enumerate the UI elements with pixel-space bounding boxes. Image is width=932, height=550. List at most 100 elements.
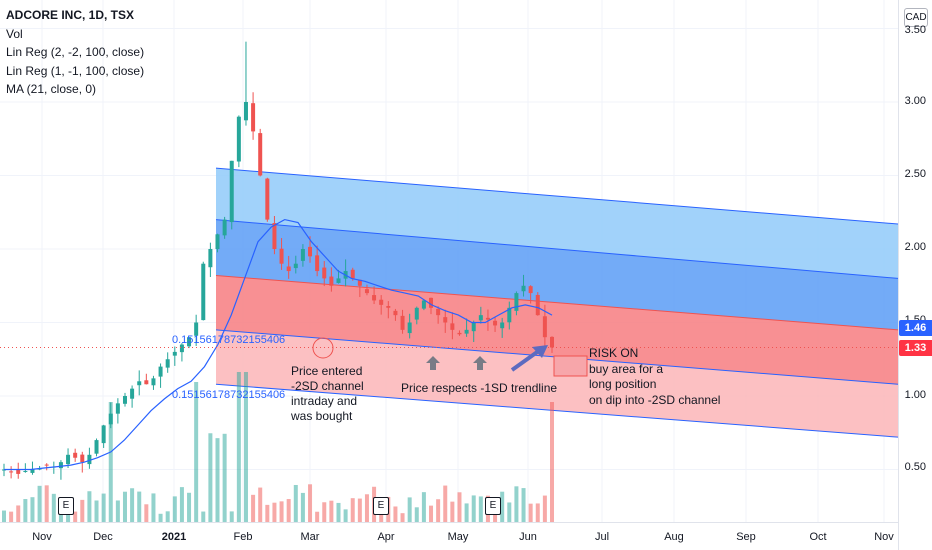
volume-bar	[229, 511, 234, 522]
candle-body	[172, 351, 177, 356]
price-axis-border	[898, 0, 899, 550]
volume-bar	[450, 501, 455, 522]
candle-body	[315, 255, 320, 272]
candle-body	[436, 308, 441, 316]
candle-body	[421, 300, 426, 309]
volume-bar	[151, 493, 156, 522]
volume-bar	[30, 497, 35, 522]
channel-line-lower2	[215, 383, 899, 438]
candle-body	[94, 440, 99, 454]
candle-body	[471, 322, 476, 332]
volume-bar	[464, 503, 469, 522]
candle-body	[66, 454, 71, 465]
candle-body	[322, 267, 327, 279]
legend-ma[interactable]: MA (21, close, 0)	[6, 82, 97, 96]
candle-body	[443, 317, 448, 323]
y-tick: 2.50	[904, 168, 926, 180]
candles	[2, 41, 554, 480]
candle-body	[372, 295, 377, 301]
x-tick: Dec	[93, 531, 113, 543]
candle-body	[514, 293, 519, 311]
volume-bar	[286, 499, 291, 522]
candle-body	[201, 263, 206, 321]
candle-body	[464, 329, 469, 334]
candle-body	[30, 469, 35, 473]
volume-bar	[208, 433, 213, 522]
earnings-badge[interactable]: E	[373, 497, 389, 515]
candle-body	[485, 317, 490, 320]
volume-bar	[500, 491, 505, 522]
candle-body	[229, 160, 234, 223]
volume-bar	[243, 372, 248, 522]
legend-linreg-1[interactable]: Lin Reg (1, -1, 100, close)	[6, 63, 145, 78]
volume-bar	[364, 494, 369, 522]
candle-body	[429, 297, 434, 308]
candle-body	[272, 223, 277, 249]
volume-bar	[122, 491, 127, 522]
candle-body	[279, 248, 284, 264]
candle-body	[87, 454, 92, 465]
price-tag-regression: 1.46	[899, 320, 932, 336]
x-tick: Jun	[519, 531, 537, 543]
candle-body	[535, 294, 540, 316]
x-tick: Sep	[736, 531, 756, 543]
legend: ADCORE INC, 1D, TSX Vol Lin Reg (2, -2, …	[6, 6, 144, 99]
volume-bar	[115, 500, 120, 522]
candle-body	[550, 336, 554, 348]
volume-bar	[322, 502, 327, 522]
candle-body	[208, 249, 213, 268]
currency-button[interactable]: CAD	[904, 8, 928, 27]
candle-body	[137, 381, 142, 386]
channel-line-upper2	[215, 167, 899, 225]
volume-bar	[421, 492, 426, 522]
volume-bar	[101, 493, 106, 522]
candle-body	[300, 249, 305, 261]
earnings-badge[interactable]: E	[58, 497, 74, 515]
volume-bar	[293, 484, 298, 522]
candle-body	[258, 133, 263, 176]
volume-bar	[172, 496, 177, 522]
candle-body	[9, 471, 14, 473]
volume-bar	[300, 492, 305, 522]
volume-bar	[23, 499, 28, 522]
channel-upper2	[216, 168, 898, 279]
volume-bar	[87, 491, 92, 522]
candle-body	[251, 103, 256, 132]
volume-bar	[94, 500, 99, 522]
volume-bar	[158, 513, 163, 522]
volume-bar	[265, 504, 270, 522]
x-tick: Oct	[809, 531, 827, 543]
legend-vol[interactable]: Vol	[6, 26, 23, 41]
volume-bar	[2, 510, 6, 522]
candle-body	[115, 403, 120, 414]
volume-bar	[350, 498, 355, 522]
candle-body	[58, 462, 63, 469]
candle-body	[500, 322, 505, 329]
note-price-respects: Price respects -1SD trendline	[401, 381, 558, 395]
y-tick: 3.50	[904, 24, 926, 36]
x-tick: Jul	[594, 531, 610, 543]
up-arrow-1	[426, 356, 440, 370]
volume-bar	[194, 382, 199, 522]
volume-bar	[130, 488, 135, 522]
volume-bar	[9, 511, 14, 522]
volume-bar	[329, 500, 334, 522]
volume-bar	[343, 509, 348, 522]
channel-lower2	[216, 329, 898, 438]
time-axis-border	[0, 522, 898, 523]
note-price-entered: Price entered -2SD channel intraday and …	[291, 364, 364, 423]
legend-linreg-2[interactable]: Lin Reg (2, -2, 100, close)	[6, 45, 145, 59]
volume-bar	[137, 491, 142, 522]
x-tick: Nov	[874, 531, 894, 543]
candle-body	[457, 332, 462, 335]
channel-lower1	[216, 275, 898, 385]
x-tick: Mar	[300, 531, 320, 543]
candle-body	[528, 286, 533, 294]
candle-body	[80, 454, 85, 463]
risk-box	[553, 355, 588, 377]
symbol-title[interactable]: ADCORE INC, 1D, TSX	[6, 8, 135, 22]
volume-bars	[2, 372, 554, 522]
volume-bar	[457, 492, 462, 522]
earnings-badge[interactable]: E	[485, 497, 501, 515]
